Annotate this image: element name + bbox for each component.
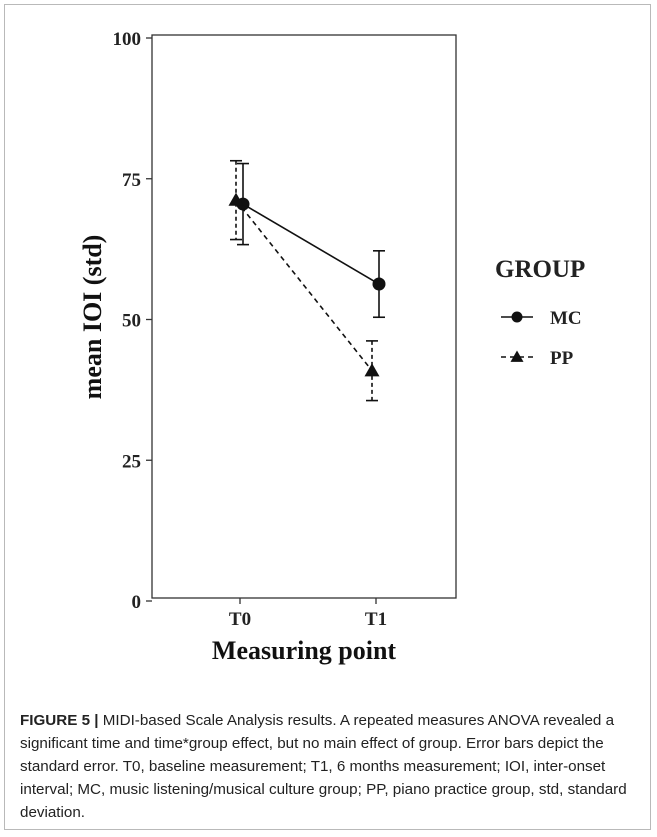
data-point [364, 363, 380, 377]
x-tick-label: T1 [365, 609, 387, 630]
plot-marks [228, 159, 386, 402]
series-line-pp [235, 199, 373, 372]
y-tick-label: 75 [122, 170, 141, 191]
series-line-mc [242, 203, 380, 285]
figure-frame: 0 25 50 75 100 T0 T1 mean IOI (std) Measuring… [4, 4, 651, 830]
y-axis-title: mean IOI (std) [78, 235, 107, 400]
figure-caption: FIGURE 5 | MIDI-based Scale Analysis res… [20, 709, 642, 824]
y-tick-label: 25 [122, 451, 141, 472]
data-point [228, 192, 244, 206]
x-axis-title: Measuring point [212, 636, 397, 665]
caption-lead: FIGURE 5 | [20, 712, 99, 729]
y-tick-label: 0 [132, 592, 142, 613]
legend-title: GROUP [495, 256, 585, 283]
plot-panel [151, 34, 457, 599]
caption-text: MIDI-based Scale Analysis results. A rep… [20, 712, 627, 821]
data-point [372, 277, 386, 291]
x-tick-label: T0 [229, 609, 251, 630]
x-axis: T0 T1 [229, 598, 387, 630]
legend: GROUP MC PP [495, 256, 585, 369]
legend-label: PP [550, 348, 574, 369]
legend-label: MC [550, 308, 582, 329]
legend-key-marker [511, 311, 523, 323]
line-chart: 0 25 50 75 100 T0 T1 mean IOI (std) Measuring… [78, 29, 585, 665]
legend-key-marker [510, 350, 524, 362]
y-tick-label: 50 [122, 311, 141, 332]
y-axis: 0 25 50 75 100 [113, 29, 152, 613]
y-tick-label: 100 [113, 29, 142, 50]
